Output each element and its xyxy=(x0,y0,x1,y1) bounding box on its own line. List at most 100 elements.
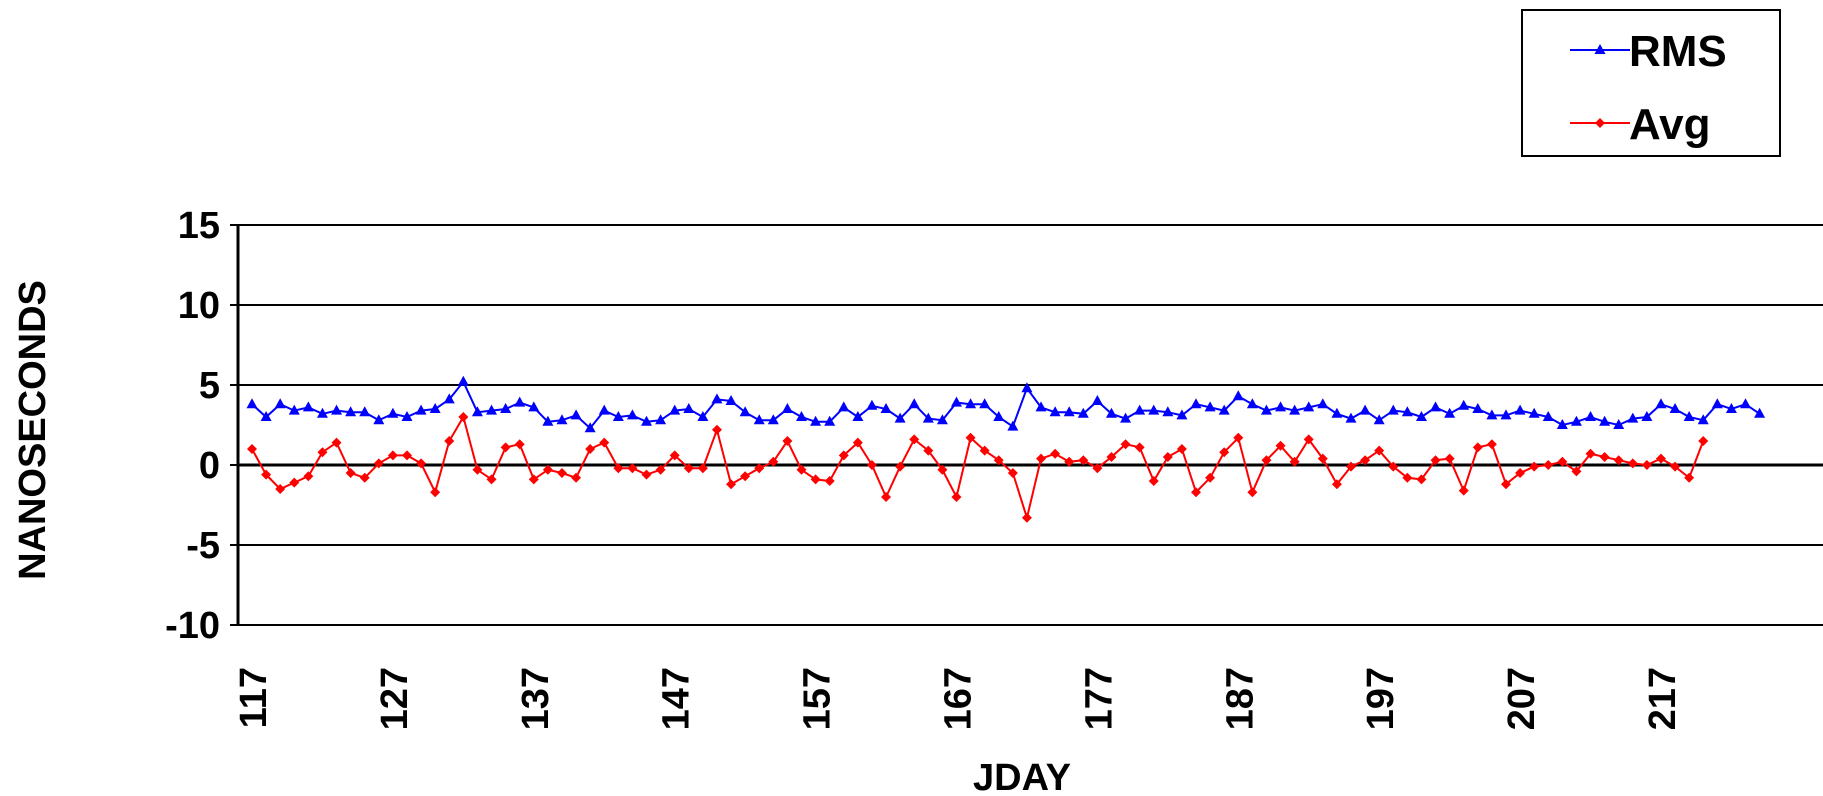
data-point xyxy=(1500,479,1511,490)
x-tick-label: 117 xyxy=(233,667,275,728)
data-point xyxy=(740,471,751,482)
data-point xyxy=(838,450,849,461)
legend-marker xyxy=(1595,118,1605,128)
data-point xyxy=(430,487,441,498)
x-tick-label: 127 xyxy=(374,667,416,730)
data-point xyxy=(443,393,455,404)
legend: RMS Avg xyxy=(1521,9,1781,157)
data-point xyxy=(1669,403,1681,413)
data-point xyxy=(613,463,624,474)
data-point xyxy=(810,415,822,426)
data-point xyxy=(1219,447,1230,458)
data-point xyxy=(1134,404,1146,415)
data-point xyxy=(1415,411,1427,421)
data-point xyxy=(626,409,638,420)
data-point xyxy=(894,412,906,423)
gridlines xyxy=(238,224,1823,626)
data-point xyxy=(458,412,469,422)
data-point xyxy=(1021,382,1033,393)
data-point xyxy=(444,436,455,446)
data-point xyxy=(1684,472,1695,483)
x-tick-label: 217 xyxy=(1642,667,1684,730)
data-point xyxy=(1035,401,1047,412)
data-point xyxy=(1697,414,1709,425)
data-point xyxy=(1627,412,1639,423)
x-tick-label: 137 xyxy=(515,667,557,730)
data-point xyxy=(1148,476,1159,486)
data-point xyxy=(1528,407,1540,418)
data-point xyxy=(1627,458,1638,469)
data-point xyxy=(1317,453,1328,464)
data-point xyxy=(1401,406,1413,417)
data-point xyxy=(1091,395,1103,405)
data-point xyxy=(429,403,441,413)
data-point xyxy=(373,414,385,425)
data-point xyxy=(922,412,934,423)
data-point xyxy=(1655,398,1667,409)
data-point xyxy=(1754,407,1766,418)
data-point xyxy=(528,401,540,412)
data-point xyxy=(824,476,835,486)
data-point xyxy=(753,414,765,425)
data-point xyxy=(1134,442,1145,453)
data-point xyxy=(1092,463,1103,474)
data-point xyxy=(852,437,863,448)
data-point xyxy=(1261,455,1272,466)
data-point xyxy=(500,403,512,413)
data-point xyxy=(641,469,652,480)
data-point xyxy=(1064,456,1075,467)
data-point xyxy=(1599,452,1610,462)
data-point xyxy=(1331,407,1343,418)
data-point xyxy=(486,404,498,415)
y-tick-labels: 15 10 5 0 -5 -10 xyxy=(165,205,238,647)
data-point xyxy=(697,411,709,421)
data-point xyxy=(1570,415,1582,426)
data-point xyxy=(275,484,286,494)
x-tick-label: 177 xyxy=(1078,667,1120,730)
x-tick-label: 147 xyxy=(656,667,698,730)
data-point xyxy=(1345,461,1356,472)
data-point xyxy=(1077,407,1089,418)
data-point xyxy=(1416,474,1427,485)
data-point xyxy=(1049,406,1061,417)
data-point xyxy=(316,407,328,418)
data-point xyxy=(359,472,370,483)
data-point xyxy=(965,398,977,409)
data-point xyxy=(852,411,864,421)
data-point xyxy=(1683,411,1695,421)
data-point xyxy=(1120,412,1132,423)
data-point xyxy=(909,434,920,445)
data-point xyxy=(979,398,991,409)
data-point xyxy=(1711,398,1723,409)
data-point xyxy=(274,398,286,409)
data-point xyxy=(1556,419,1568,429)
data-point xyxy=(1472,403,1484,413)
data-point xyxy=(895,461,906,472)
data-point xyxy=(585,444,596,454)
data-point xyxy=(1430,401,1442,412)
data-point xyxy=(415,404,427,415)
data-point xyxy=(669,404,681,415)
data-point xyxy=(514,396,526,407)
data-point xyxy=(965,432,976,443)
data-point xyxy=(655,464,666,475)
data-point xyxy=(768,456,779,467)
data-point xyxy=(571,472,582,483)
data-point xyxy=(1233,432,1244,443)
data-point xyxy=(1289,456,1300,467)
data-point xyxy=(331,437,342,448)
data-point xyxy=(1246,398,1258,409)
y-tick-label: -10 xyxy=(165,605,220,647)
data-point xyxy=(881,492,892,502)
x-tick-label: 157 xyxy=(797,667,839,730)
data-point xyxy=(1275,440,1286,451)
data-point xyxy=(1725,403,1737,413)
data-point xyxy=(1162,452,1173,462)
data-point xyxy=(1331,479,1342,490)
data-point xyxy=(1542,411,1554,421)
data-point xyxy=(1402,472,1413,483)
data-point xyxy=(1373,414,1385,425)
data-point xyxy=(260,411,272,421)
data-point xyxy=(416,458,427,469)
